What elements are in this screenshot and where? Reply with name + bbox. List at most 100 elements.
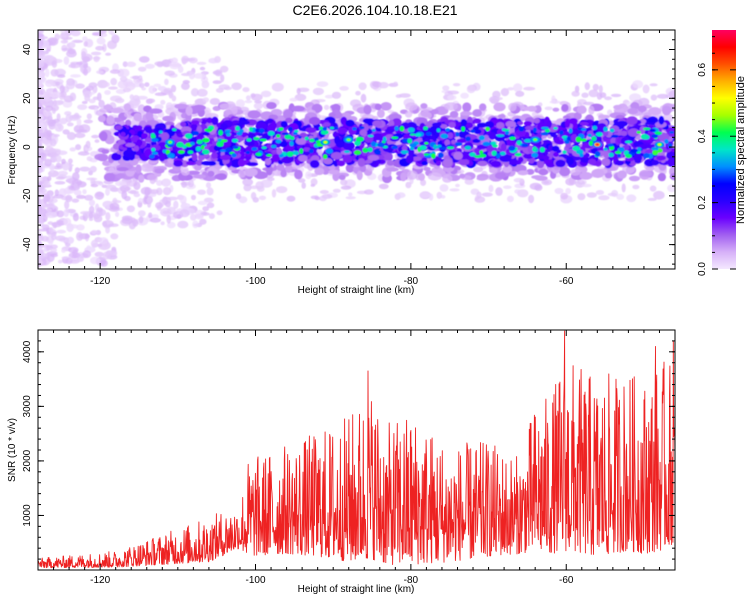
heatmap-cell bbox=[188, 179, 194, 188]
heatmap-cell bbox=[38, 260, 43, 264]
heatmap-cell bbox=[312, 87, 324, 96]
heatmap-cell bbox=[323, 154, 328, 160]
heatmap-cell bbox=[104, 184, 117, 189]
heatmap-cell bbox=[286, 195, 296, 202]
heatmap-cell bbox=[156, 61, 164, 68]
heatmap-cell bbox=[247, 110, 261, 119]
heatmap-cell bbox=[479, 150, 484, 155]
heatmap-cell bbox=[160, 99, 166, 105]
heatmap-cell bbox=[214, 164, 223, 170]
heatmap-cell bbox=[231, 153, 237, 158]
heatmap-cell bbox=[370, 141, 376, 147]
heatmap-cell bbox=[560, 192, 568, 200]
heatmap-cell bbox=[442, 174, 453, 183]
heatmap-cell bbox=[414, 133, 422, 137]
heatmap-cell bbox=[50, 164, 55, 174]
heatmap-cell bbox=[280, 120, 288, 128]
heatmap-cell bbox=[442, 85, 450, 91]
heatmap-cell bbox=[474, 129, 482, 135]
spectrogram-ylabel: Frequency (Hz) bbox=[7, 116, 18, 185]
heatmap-cell bbox=[355, 136, 364, 142]
heatmap-cell bbox=[397, 153, 402, 157]
heatmap-cell bbox=[190, 120, 200, 125]
heatmap-cell bbox=[334, 126, 339, 130]
heatmap-cell bbox=[455, 131, 460, 137]
heatmap-cell bbox=[194, 213, 204, 220]
heatmap-cell bbox=[266, 102, 277, 110]
heatmap-cell bbox=[270, 108, 283, 117]
heatmap-cell bbox=[279, 153, 284, 158]
heatmap-cell bbox=[181, 181, 187, 188]
heatmap-cell bbox=[484, 121, 495, 129]
heatmap-cell bbox=[488, 184, 494, 193]
heatmap-cell bbox=[205, 182, 212, 189]
snr-xlabel: Height of straight line (km) bbox=[298, 584, 415, 595]
heatmap-cell bbox=[160, 132, 170, 141]
heatmap-cell bbox=[67, 224, 79, 229]
x-tick-label: -120 bbox=[90, 276, 110, 287]
heatmap-cell bbox=[69, 41, 76, 48]
heatmap-cell bbox=[579, 138, 587, 142]
heatmap-cell bbox=[172, 128, 177, 132]
heatmap-cell bbox=[319, 190, 329, 194]
heatmap-cell bbox=[500, 143, 507, 152]
heatmap-cell bbox=[171, 57, 178, 64]
heatmap-cell bbox=[47, 119, 56, 127]
heatmap-cell bbox=[540, 132, 549, 136]
heatmap-cell bbox=[173, 200, 179, 209]
heatmap-cell bbox=[186, 170, 201, 175]
heatmap-cell bbox=[72, 172, 80, 181]
heatmap-cell bbox=[190, 214, 197, 221]
heatmap-cell bbox=[190, 88, 199, 97]
heatmap-cell bbox=[494, 172, 506, 180]
heatmap-cell bbox=[208, 57, 219, 64]
heatmap-cell bbox=[657, 172, 667, 182]
heatmap-cell bbox=[132, 124, 139, 130]
heatmap-cell bbox=[587, 133, 592, 138]
heatmap-cell bbox=[493, 102, 506, 112]
heatmap-cell bbox=[517, 156, 524, 163]
heatmap-cell bbox=[97, 181, 104, 186]
heatmap-cell bbox=[595, 143, 599, 146]
heatmap-cell bbox=[83, 41, 88, 47]
heatmap-cell bbox=[216, 210, 223, 216]
heatmap-cell bbox=[51, 60, 58, 68]
heatmap-cell bbox=[419, 145, 427, 151]
heatmap-cell bbox=[48, 227, 54, 234]
y-tick-label: 40 bbox=[22, 44, 33, 56]
heatmap-cell bbox=[240, 120, 250, 125]
heatmap-cell bbox=[299, 148, 304, 154]
heatmap-cell bbox=[82, 189, 87, 195]
heatmap-cell bbox=[225, 129, 232, 133]
heatmap-cell bbox=[670, 151, 675, 160]
heatmap-cell bbox=[56, 229, 67, 234]
heatmap-cell bbox=[232, 145, 239, 149]
heatmap-cell bbox=[215, 173, 227, 181]
heatmap-cell bbox=[253, 102, 264, 110]
heatmap-cell bbox=[506, 195, 514, 203]
heatmap-cell bbox=[423, 153, 429, 156]
heatmap-cell bbox=[361, 123, 370, 132]
heatmap-cell bbox=[105, 226, 110, 234]
heatmap-cell bbox=[523, 153, 534, 159]
heatmap-cell bbox=[149, 154, 155, 159]
heatmap-cell bbox=[611, 134, 619, 138]
heatmap-cell bbox=[196, 159, 203, 166]
heatmap-cell bbox=[251, 147, 258, 151]
heatmap-cell bbox=[553, 152, 559, 157]
heatmap-cell bbox=[38, 59, 45, 68]
heatmap-cell bbox=[444, 102, 459, 111]
heatmap-cell bbox=[603, 151, 610, 159]
heatmap-cell bbox=[400, 172, 407, 182]
heatmap-cell bbox=[265, 165, 273, 176]
heatmap-cell bbox=[255, 152, 262, 156]
heatmap-cell bbox=[564, 119, 571, 128]
heatmap-cell bbox=[51, 104, 59, 112]
heatmap-cell bbox=[271, 189, 277, 198]
heatmap-cell bbox=[301, 182, 307, 189]
heatmap-cell bbox=[167, 153, 175, 159]
heatmap-cell bbox=[653, 190, 665, 200]
heatmap-cell bbox=[76, 231, 84, 241]
heatmap-cell bbox=[119, 185, 131, 193]
